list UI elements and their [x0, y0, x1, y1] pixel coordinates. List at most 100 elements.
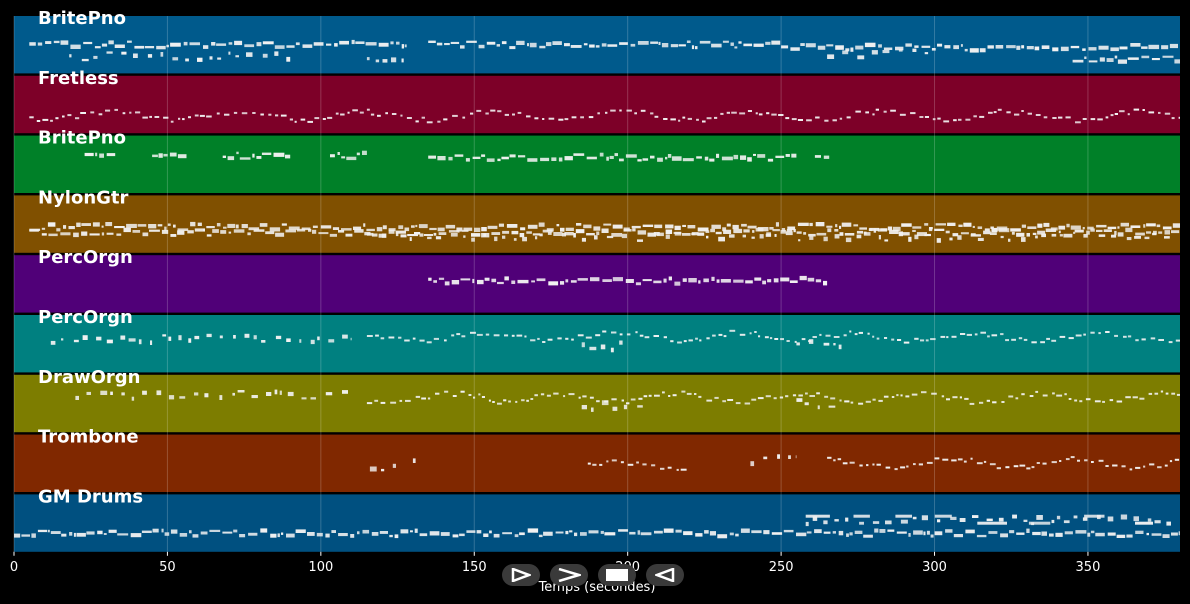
- note: [762, 280, 766, 285]
- note: [1120, 222, 1129, 227]
- note: [755, 112, 758, 115]
- note: [752, 230, 755, 233]
- note: [117, 533, 129, 536]
- note: [444, 281, 450, 286]
- note: [1112, 464, 1118, 467]
- note: [997, 108, 1002, 111]
- note: [951, 459, 957, 462]
- note: [370, 113, 375, 116]
- note: [164, 226, 167, 231]
- note: [738, 41, 742, 44]
- note: [212, 229, 219, 233]
- note: [347, 111, 350, 114]
- note: [654, 394, 660, 397]
- note: [845, 48, 850, 52]
- note: [1065, 116, 1071, 119]
- note: [378, 42, 389, 47]
- note: [1016, 532, 1025, 535]
- note: [642, 224, 654, 227]
- note: [972, 225, 975, 228]
- note: [122, 112, 126, 115]
- note: [1164, 236, 1170, 239]
- note: [632, 228, 636, 232]
- note: [248, 227, 260, 231]
- note: [815, 222, 825, 227]
- note: [773, 278, 779, 283]
- note: [704, 530, 709, 534]
- note: [898, 48, 903, 52]
- forward-button[interactable]: [550, 564, 588, 586]
- note: [576, 223, 582, 226]
- note: [744, 402, 751, 405]
- note: [796, 342, 800, 346]
- note: [937, 519, 941, 523]
- note: [1178, 116, 1180, 119]
- note: [936, 238, 941, 243]
- note: [699, 40, 711, 44]
- note: [658, 41, 661, 45]
- note: [696, 156, 702, 159]
- play-button[interactable]: [502, 564, 540, 586]
- note: [600, 530, 604, 534]
- note: [711, 224, 721, 229]
- note: [526, 231, 532, 234]
- note: [366, 232, 374, 236]
- note: [665, 234, 670, 239]
- note: [596, 231, 600, 236]
- note: [1146, 532, 1149, 536]
- note: [958, 224, 963, 227]
- note: [99, 153, 104, 158]
- note: [404, 339, 410, 342]
- note: [539, 45, 546, 49]
- note: [1087, 226, 1094, 230]
- note: [63, 225, 67, 229]
- note: [809, 395, 815, 397]
- note: [415, 395, 421, 398]
- note: [285, 229, 296, 233]
- note: [588, 116, 594, 119]
- note: [774, 338, 779, 340]
- note: [764, 336, 769, 339]
- note: [781, 228, 786, 232]
- note: [577, 278, 588, 281]
- note: [653, 335, 659, 337]
- note: [1040, 341, 1045, 344]
- note: [1035, 114, 1041, 116]
- note: [504, 334, 509, 337]
- note: [1160, 390, 1164, 393]
- note: [924, 223, 929, 226]
- note: [908, 236, 912, 242]
- note: [381, 233, 387, 238]
- note: [248, 532, 258, 536]
- stop-button[interactable]: [598, 564, 636, 586]
- note: [516, 334, 523, 337]
- note: [1132, 396, 1138, 399]
- note: [1158, 111, 1161, 114]
- note: [1010, 228, 1021, 232]
- note: [626, 402, 630, 405]
- note: [1013, 465, 1019, 468]
- note: [502, 532, 512, 535]
- back-button[interactable]: [646, 564, 684, 586]
- note: [563, 395, 566, 398]
- note: [796, 532, 807, 537]
- note: [197, 57, 203, 62]
- note: [688, 278, 697, 283]
- note: [1107, 226, 1117, 230]
- note: [346, 156, 357, 161]
- note: [98, 113, 103, 116]
- note: [910, 112, 916, 115]
- note: [440, 532, 450, 536]
- note: [101, 43, 108, 47]
- note: [540, 157, 550, 162]
- note: [1157, 466, 1162, 469]
- note: [916, 232, 927, 237]
- note: [930, 338, 936, 341]
- note: [1088, 47, 1097, 51]
- note: [963, 460, 967, 463]
- note: [642, 463, 647, 466]
- track-band: [14, 16, 1180, 74]
- note: [868, 228, 873, 232]
- note: [855, 45, 864, 50]
- note: [825, 334, 831, 337]
